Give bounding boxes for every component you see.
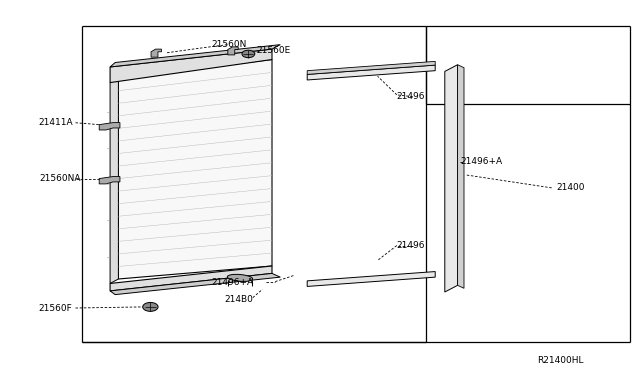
Text: 21560F: 21560F bbox=[38, 304, 72, 313]
Polygon shape bbox=[151, 49, 161, 57]
Text: 21496+A: 21496+A bbox=[211, 278, 253, 287]
Polygon shape bbox=[458, 65, 464, 288]
Circle shape bbox=[242, 50, 255, 58]
Text: 21496+A: 21496+A bbox=[461, 157, 503, 166]
Text: -: - bbox=[107, 110, 109, 115]
Polygon shape bbox=[110, 266, 272, 291]
Text: 21560E: 21560E bbox=[256, 46, 291, 55]
Polygon shape bbox=[445, 65, 458, 292]
Polygon shape bbox=[110, 273, 280, 295]
Polygon shape bbox=[307, 65, 435, 80]
Text: 21560N: 21560N bbox=[211, 40, 246, 49]
Text: R21400HL: R21400HL bbox=[538, 356, 584, 365]
Text: -: - bbox=[107, 146, 109, 151]
Text: 21496: 21496 bbox=[397, 241, 426, 250]
Circle shape bbox=[143, 302, 158, 311]
Text: 214B0: 214B0 bbox=[224, 295, 253, 304]
Text: -: - bbox=[107, 219, 109, 224]
Polygon shape bbox=[110, 78, 118, 283]
Polygon shape bbox=[99, 177, 120, 184]
Text: -: - bbox=[107, 255, 109, 260]
Text: 21496: 21496 bbox=[397, 92, 426, 101]
Ellipse shape bbox=[227, 274, 253, 282]
Polygon shape bbox=[307, 272, 435, 286]
Polygon shape bbox=[99, 123, 120, 130]
Text: 21560NA: 21560NA bbox=[40, 174, 81, 183]
Polygon shape bbox=[307, 61, 435, 74]
Text: 21400: 21400 bbox=[557, 183, 586, 192]
Polygon shape bbox=[118, 60, 272, 279]
Polygon shape bbox=[228, 47, 238, 55]
Polygon shape bbox=[110, 45, 280, 67]
Text: -: - bbox=[107, 183, 109, 187]
Polygon shape bbox=[110, 49, 272, 83]
Text: 21411A: 21411A bbox=[38, 118, 73, 127]
